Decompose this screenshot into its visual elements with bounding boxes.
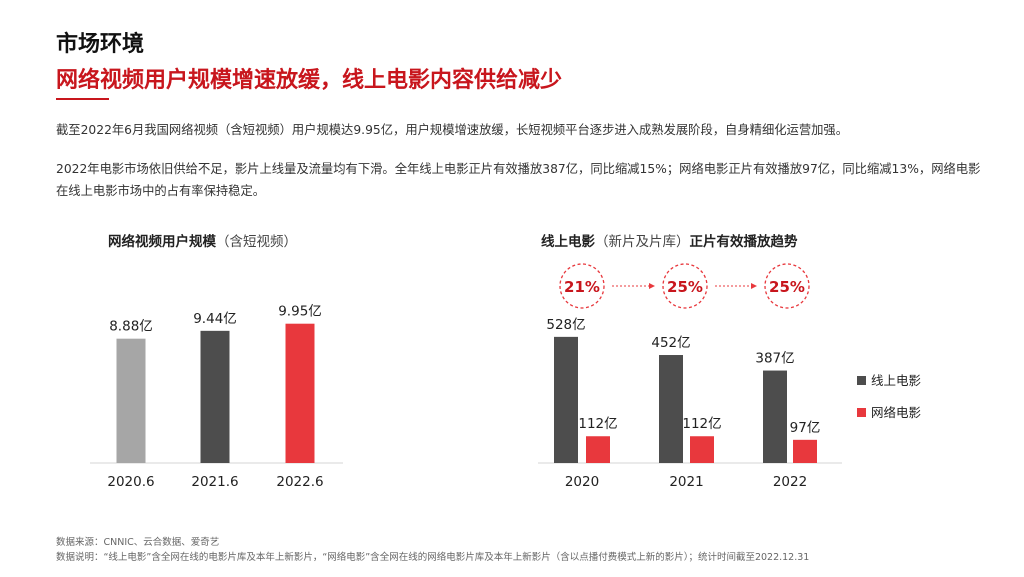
chart2-value-label-web-2: 97亿: [790, 420, 821, 436]
chart1-bar-0: [116, 338, 146, 463]
chart1-value-label-2: 9.95亿: [278, 304, 322, 320]
data-source: 数据来源：CNNIC、云合数据、爱奇艺: [56, 537, 220, 548]
chart2-bar-online-2: [763, 370, 787, 463]
headline: 网络视频用户规模增速放缓，线上电影内容供给减少: [56, 68, 563, 93]
chart2-title: 线上电影（新片及片库）正片有效播放趋势: [541, 230, 798, 250]
paragraph-1: 截至2022年6月我国网络视频（含短视频）用户规模达9.95亿，用户规模增速放缓…: [56, 123, 849, 137]
chart2-annotation-circle-0: [559, 263, 605, 309]
chart1-bar-2: [285, 323, 315, 463]
chart2-legend-swatch-0: [857, 376, 866, 385]
chart1-title-main: 网络视频用户规模: [108, 234, 216, 250]
chart2-title-suffix: 正片有效播放趋势: [689, 234, 798, 250]
chart2-legend-swatch-1: [857, 408, 866, 417]
headline-underline: [56, 98, 109, 100]
chart1-value-label-1: 9.44亿: [193, 311, 237, 327]
chart2-annotation-1: 25%: [667, 278, 703, 296]
chart1-bar-1: [200, 330, 230, 463]
chart2-arrow-head-0: [649, 283, 655, 289]
chart2-annotation-circle-2: [764, 263, 810, 309]
chart2-value-label-web-0: 112亿: [578, 416, 617, 432]
chart2-arrow-head-1: [751, 283, 757, 289]
chart2-category-2: 2022: [773, 474, 807, 490]
chart2-value-label-web-1: 112亿: [682, 416, 721, 432]
chart1-value-label-0: 8.88亿: [109, 319, 153, 335]
chart1-category-2: 2022.6: [276, 474, 323, 490]
chart2-bar-online-1: [659, 355, 683, 463]
data-note: 数据说明：“线上电影”含全网在线的电影片库及本年上新影片，“网络电影”含全网在线…: [56, 552, 810, 563]
chart2-category-0: 2020: [565, 474, 599, 490]
chart2-legend-label-1: 网络电影: [871, 405, 922, 420]
chart2-annotation-2: 25%: [769, 278, 805, 296]
chart2-bar-web-0: [586, 436, 610, 463]
chart2-value-label-online-2: 387亿: [755, 351, 794, 367]
chart2-legend-label-0: 线上电影: [871, 373, 922, 388]
chart1-title: 网络视频用户规模（含短视频）: [108, 230, 297, 250]
chart2-value-label-online-1: 452亿: [651, 335, 690, 351]
paragraph-2: 2022年电影市场依旧供给不足，影片上线量及流量均有下滑。全年线上电影正片有效播…: [56, 162, 981, 198]
chart2-title-note: （新片及片库）: [595, 234, 690, 250]
chart2-annotation-0: 21%: [564, 278, 600, 296]
chart2-title-main: 线上电影: [541, 234, 595, 250]
chart2-category-1: 2021: [669, 474, 703, 490]
chart2-annotation-circle-1: [662, 263, 708, 309]
chart1-title-note: （含短视频）: [216, 234, 297, 250]
section-title: 市场环境: [56, 32, 145, 57]
chart2-bar-online-0: [554, 336, 578, 463]
chart1-category-1: 2021.6: [191, 474, 238, 490]
chart2-bar-web-2: [793, 439, 817, 463]
chart2-bar-web-1: [690, 436, 714, 463]
chart2-value-label-online-0: 528亿: [546, 317, 585, 333]
chart1-category-0: 2020.6: [107, 474, 154, 490]
